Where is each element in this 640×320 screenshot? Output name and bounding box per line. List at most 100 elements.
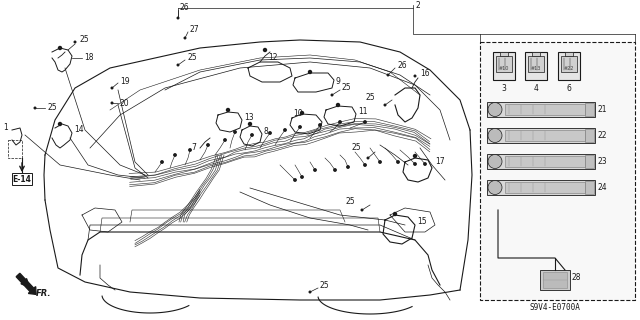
- Text: 12: 12: [268, 53, 278, 62]
- Circle shape: [488, 155, 502, 169]
- Circle shape: [334, 169, 336, 171]
- Circle shape: [184, 37, 186, 39]
- Circle shape: [284, 129, 286, 131]
- Text: 1: 1: [4, 123, 8, 132]
- Circle shape: [74, 41, 76, 43]
- Circle shape: [294, 179, 296, 181]
- Text: 25: 25: [345, 197, 355, 206]
- Text: 23: 23: [598, 157, 607, 166]
- Bar: [585, 155, 594, 168]
- Bar: [505, 182, 585, 193]
- Circle shape: [264, 49, 266, 52]
- Circle shape: [319, 124, 321, 126]
- Text: 21: 21: [598, 105, 607, 114]
- Circle shape: [111, 102, 113, 104]
- Bar: [12, 173, 32, 185]
- Text: 25: 25: [187, 53, 196, 62]
- Circle shape: [314, 169, 316, 171]
- Circle shape: [337, 103, 339, 107]
- Text: 9: 9: [336, 77, 341, 86]
- Circle shape: [384, 104, 386, 106]
- Bar: [505, 130, 585, 141]
- Circle shape: [111, 87, 113, 89]
- Text: 16: 16: [420, 69, 429, 78]
- Text: 25: 25: [47, 103, 56, 113]
- Circle shape: [174, 154, 176, 156]
- Circle shape: [227, 108, 230, 111]
- Bar: [543, 272, 567, 288]
- Bar: [525, 52, 547, 80]
- Circle shape: [308, 70, 312, 74]
- Circle shape: [347, 166, 349, 168]
- Circle shape: [387, 74, 389, 76]
- Circle shape: [397, 161, 399, 163]
- Text: 3: 3: [502, 84, 506, 93]
- Text: 8: 8: [264, 127, 269, 137]
- Text: 24: 24: [598, 183, 607, 192]
- Text: 25: 25: [342, 84, 351, 92]
- Bar: [585, 103, 594, 116]
- Bar: [505, 156, 585, 167]
- Bar: [480, 42, 635, 300]
- Text: S9V4-E0700A: S9V4-E0700A: [530, 303, 581, 312]
- Text: 18: 18: [84, 53, 93, 62]
- Circle shape: [339, 121, 341, 123]
- Text: 26: 26: [180, 4, 189, 12]
- Bar: [540, 270, 570, 290]
- Bar: [487, 128, 595, 143]
- Circle shape: [251, 134, 253, 136]
- Text: 25: 25: [365, 93, 374, 102]
- Bar: [532, 52, 540, 56]
- Bar: [505, 104, 585, 115]
- Circle shape: [177, 64, 179, 66]
- Circle shape: [488, 102, 502, 116]
- Circle shape: [224, 139, 226, 141]
- Text: 20: 20: [120, 99, 130, 108]
- Bar: [487, 154, 595, 169]
- Circle shape: [424, 163, 426, 165]
- Text: 26: 26: [397, 61, 406, 70]
- Circle shape: [309, 291, 311, 293]
- Text: #22: #22: [564, 66, 574, 70]
- Text: 19: 19: [120, 77, 130, 86]
- Circle shape: [364, 164, 366, 166]
- Text: 6: 6: [566, 84, 572, 93]
- Circle shape: [301, 111, 303, 115]
- Circle shape: [301, 176, 303, 178]
- Circle shape: [364, 121, 366, 123]
- Text: 7: 7: [191, 143, 196, 153]
- Text: 25: 25: [320, 282, 330, 291]
- Circle shape: [177, 17, 179, 19]
- Text: 25: 25: [80, 36, 90, 44]
- Circle shape: [332, 94, 333, 96]
- Bar: [500, 52, 508, 56]
- Text: 25: 25: [352, 143, 362, 153]
- Circle shape: [379, 161, 381, 163]
- Text: #10: #10: [499, 66, 509, 70]
- Circle shape: [488, 129, 502, 142]
- Bar: [487, 180, 595, 195]
- Bar: [496, 56, 512, 72]
- Circle shape: [189, 149, 191, 151]
- Text: 14: 14: [74, 125, 84, 134]
- Text: 28: 28: [572, 274, 582, 283]
- Circle shape: [394, 212, 397, 215]
- Bar: [487, 102, 595, 117]
- Text: 10: 10: [293, 109, 303, 118]
- Text: 22: 22: [598, 131, 607, 140]
- Bar: [565, 52, 573, 56]
- Text: #13: #13: [531, 66, 541, 70]
- Circle shape: [488, 180, 502, 195]
- Circle shape: [207, 144, 209, 146]
- Circle shape: [414, 163, 416, 165]
- Text: 17: 17: [435, 157, 445, 166]
- Text: 4: 4: [534, 84, 538, 93]
- Bar: [585, 129, 594, 142]
- Circle shape: [414, 75, 416, 77]
- Circle shape: [367, 157, 369, 159]
- Bar: [561, 56, 577, 72]
- Bar: [585, 181, 594, 194]
- Text: 15: 15: [417, 218, 427, 227]
- Circle shape: [58, 46, 61, 50]
- Text: FR.: FR.: [36, 289, 51, 298]
